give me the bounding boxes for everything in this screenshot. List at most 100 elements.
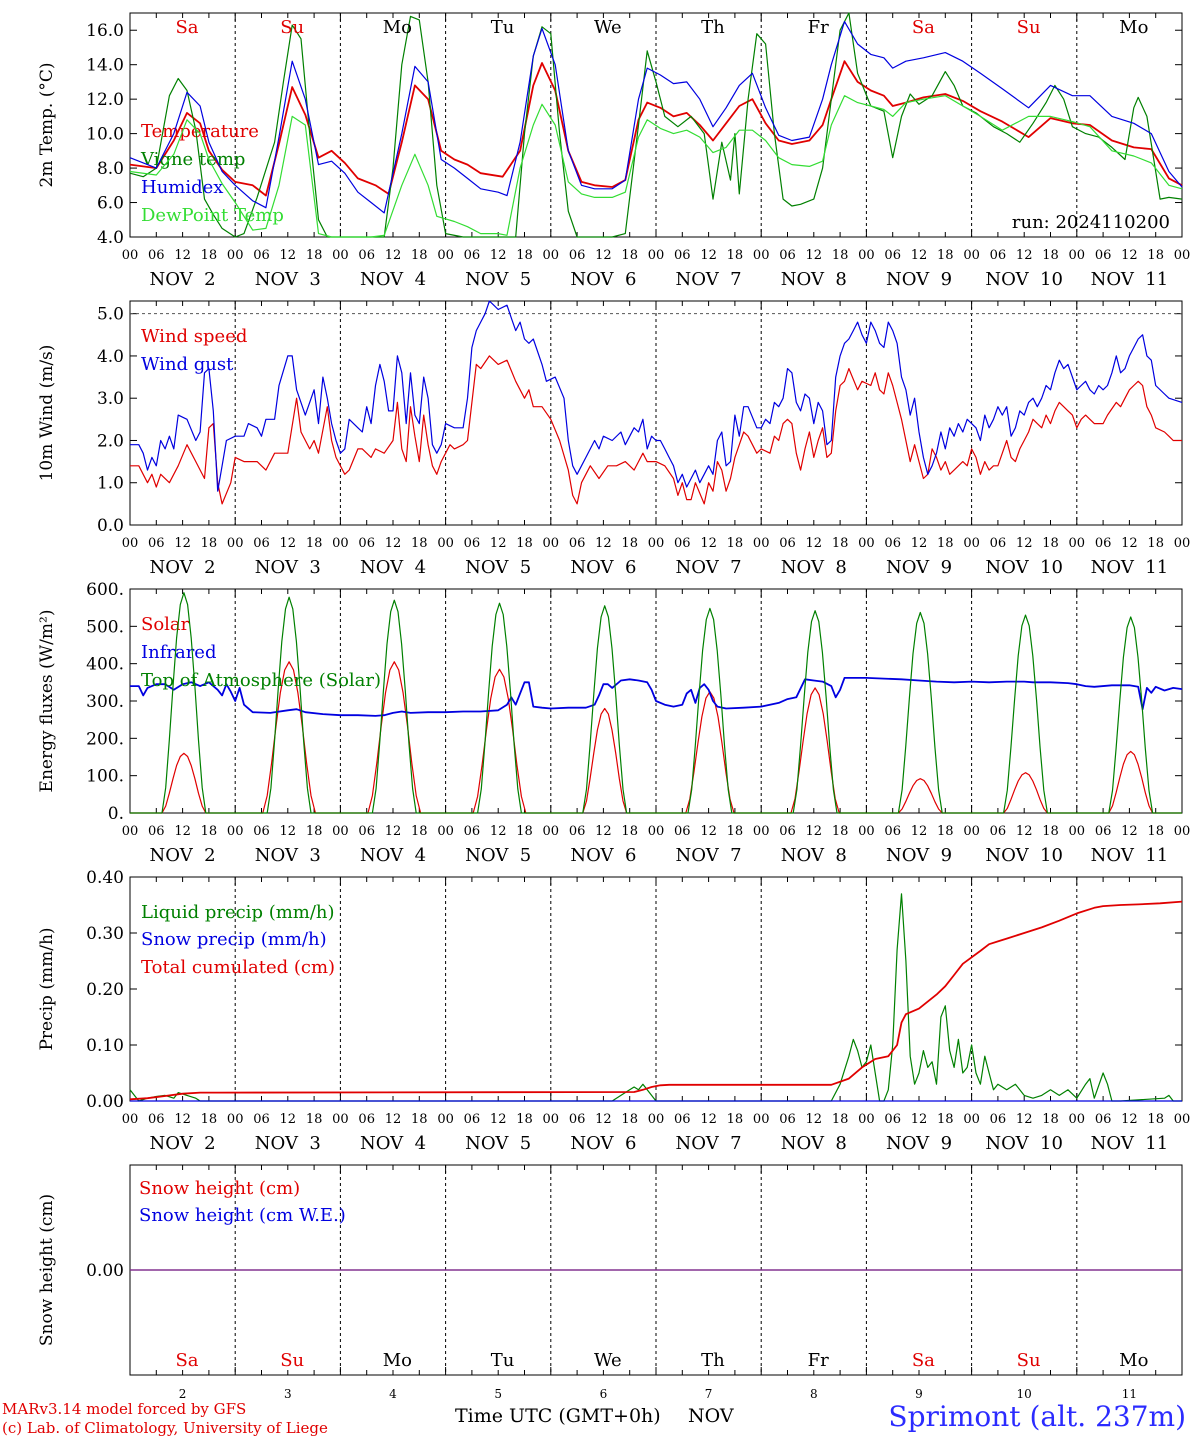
day-number: 4 <box>389 1387 397 1401</box>
hour-tick-label: 12 <box>1121 1112 1138 1127</box>
hour-tick-label: 18 <box>1147 248 1164 263</box>
hour-tick-label: 00 <box>122 824 139 839</box>
day-number: 8 <box>810 1387 818 1401</box>
hour-tick-label: 18 <box>937 1112 954 1127</box>
hour-tick-label: 06 <box>1095 824 1112 839</box>
y-tick-label: 0.30 <box>86 924 124 944</box>
hour-tick-label: 00 <box>858 824 875 839</box>
weekday-label: Mo <box>383 17 412 38</box>
hour-tick-label: 12 <box>174 824 191 839</box>
hour-tick-label: 00 <box>543 536 560 551</box>
series-line <box>129 12 1183 238</box>
hour-tick-label: 06 <box>148 1112 165 1127</box>
hour-tick-label: 18 <box>411 1112 428 1127</box>
hour-tick-label: 12 <box>911 248 928 263</box>
weekday-label: We <box>594 17 622 38</box>
hour-tick-label: 18 <box>832 1112 849 1127</box>
hour-tick-label: 06 <box>569 248 586 263</box>
y-tick-label: 6.0 <box>97 194 124 214</box>
day-label: NOV 9 <box>886 557 952 578</box>
y-tick-label: 0.00 <box>86 1092 124 1112</box>
hour-tick-label: 06 <box>990 824 1007 839</box>
day-label: NOV 4 <box>360 269 426 290</box>
y-tick-label: 500. <box>86 617 124 637</box>
hour-tick-label: 06 <box>464 1112 481 1127</box>
hour-tick-label: 18 <box>621 536 638 551</box>
day-number: 7 <box>705 1387 713 1401</box>
hour-tick-label: 00 <box>332 1112 349 1127</box>
weekday-label: Sa <box>175 1350 198 1371</box>
hour-tick-label: 12 <box>595 1112 612 1127</box>
y-tick-label: 10.0 <box>86 125 124 145</box>
y-tick-label: 0.00 <box>86 1261 124 1281</box>
weekday-label: Th <box>701 17 725 38</box>
legend-entry: Wind gust <box>141 354 234 375</box>
hour-tick-label: 12 <box>490 824 507 839</box>
day-label: NOV 8 <box>781 557 847 578</box>
hour-tick-label: 06 <box>1095 1112 1112 1127</box>
hour-tick-label: 12 <box>280 1112 297 1127</box>
weekday-label: Mo <box>1119 17 1148 38</box>
y-tick-label: 0.20 <box>86 980 124 1000</box>
weekday-label: Fr <box>808 17 829 38</box>
hour-tick-label: 06 <box>779 1112 796 1127</box>
day-label: NOV 5 <box>465 269 531 290</box>
day-label: NOV 10 <box>985 1133 1063 1154</box>
day-number: 3 <box>284 1387 292 1401</box>
weekday-label: We <box>594 1350 622 1371</box>
weekday-label: Su <box>280 1350 304 1371</box>
day-label: NOV 5 <box>465 1133 531 1154</box>
hour-tick-label: 12 <box>1121 248 1138 263</box>
legend-entry: Snow height (cm) <box>139 1178 300 1199</box>
day-label: NOV 11 <box>1091 269 1169 290</box>
hour-tick-label: 06 <box>674 248 691 263</box>
hour-tick-label: 00 <box>648 248 665 263</box>
hour-tick-label: 00 <box>1069 1112 1086 1127</box>
y-tick-label: 0.10 <box>86 1036 124 1056</box>
hour-tick-label: 12 <box>385 248 402 263</box>
hour-tick-label: 12 <box>911 536 928 551</box>
day-label: NOV 3 <box>255 1133 321 1154</box>
y-tick-label: 1.0 <box>97 474 124 494</box>
hour-tick-label: 12 <box>174 1112 191 1127</box>
day-number: 11 <box>1122 1387 1137 1401</box>
hour-tick-label: 06 <box>358 824 375 839</box>
y-tick-label: 3.0 <box>97 389 124 409</box>
hour-tick-label: 18 <box>516 1112 533 1127</box>
day-number: 5 <box>494 1387 502 1401</box>
legend-entry: Snow precip (mm/h) <box>141 929 327 950</box>
day-label: NOV 7 <box>676 557 742 578</box>
hour-tick-label: 00 <box>1174 824 1191 839</box>
hour-tick-label: 00 <box>753 824 770 839</box>
weekday-label: Sa <box>912 17 935 38</box>
y-tick-label: 4.0 <box>97 347 124 367</box>
hour-tick-label: 06 <box>779 248 796 263</box>
y-tick-label: 2.0 <box>97 431 124 451</box>
series-line <box>130 677 1183 717</box>
hour-tick-label: 18 <box>1042 1112 1059 1127</box>
y-tick-label: 0. <box>108 804 124 824</box>
hour-tick-label: 12 <box>280 824 297 839</box>
series-line <box>129 60 1183 197</box>
day-label: NOV 6 <box>570 845 636 866</box>
legend-entry: Snow height (cm W.E.) <box>139 1205 346 1226</box>
hour-tick-label: 00 <box>1069 536 1086 551</box>
hour-tick-label: 06 <box>148 248 165 263</box>
hour-tick-label: 06 <box>990 536 1007 551</box>
hour-tick-label: 06 <box>884 248 901 263</box>
hour-tick-label: 06 <box>990 1112 1007 1127</box>
weekday-label: Tu <box>491 17 515 38</box>
hour-tick-label: 00 <box>1174 248 1191 263</box>
hour-tick-label: 18 <box>727 824 744 839</box>
y-tick-label: 5.0 <box>97 305 124 325</box>
hour-tick-label: 00 <box>858 248 875 263</box>
hour-tick-label: 06 <box>884 536 901 551</box>
hour-tick-label: 18 <box>306 248 323 263</box>
hour-tick-label: 18 <box>621 248 638 263</box>
legend-entry: Vigne temp <box>140 149 245 170</box>
day-label: NOV 2 <box>150 557 216 578</box>
hour-tick-label: 00 <box>753 536 770 551</box>
hour-tick-label: 00 <box>227 824 244 839</box>
hour-tick-label: 12 <box>700 824 717 839</box>
